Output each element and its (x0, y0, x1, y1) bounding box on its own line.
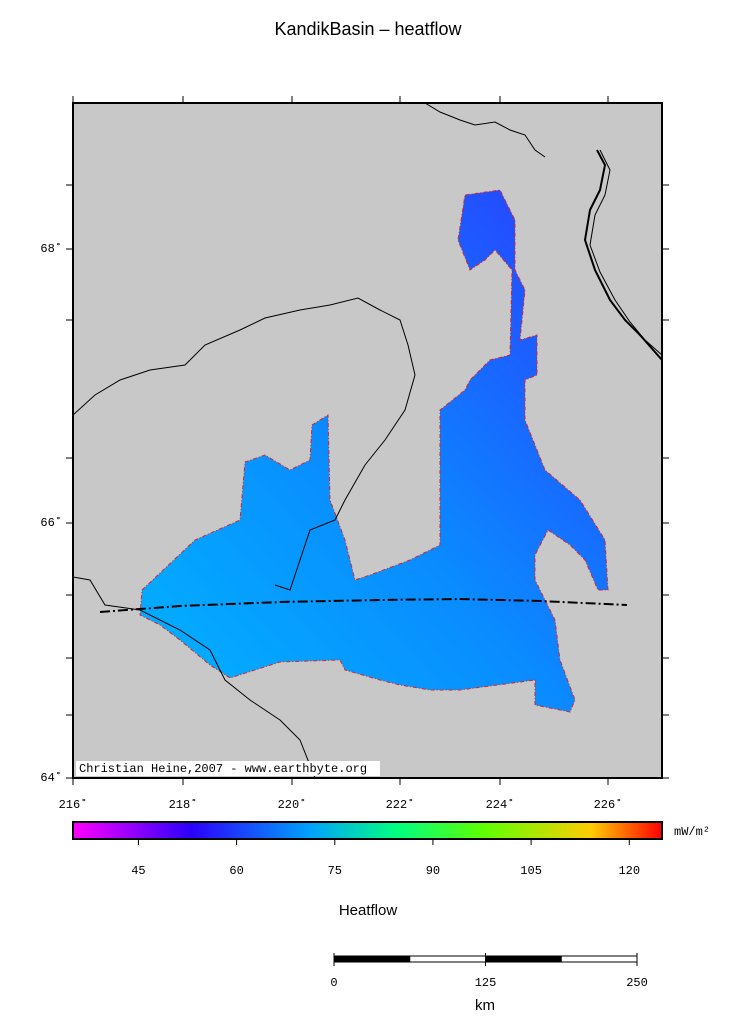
title: KandikBasin – heatflow (274, 19, 462, 39)
scalebar-tick-label: 250 (626, 976, 648, 990)
colorbar-tick-label: 105 (520, 864, 542, 878)
lat-label: 64˚ (40, 771, 62, 785)
colorbar-tick-label: 75 (328, 864, 342, 878)
scalebar-segment (560, 955, 638, 963)
colorbar-tick-label: 120 (618, 864, 640, 878)
colorbar-tick-label: 60 (229, 864, 243, 878)
colorbar-unit: mW/m² (674, 825, 710, 839)
lon-label: 224˚ (486, 798, 515, 812)
lon-label: 226˚ (594, 798, 623, 812)
colorbar (72, 821, 663, 840)
colorbar-label: Heatflow (339, 902, 398, 919)
credit-box (76, 761, 380, 776)
profile-line (99, 597, 628, 613)
scalebar-tick-label: 0 (330, 976, 337, 990)
lon-label: 218˚ (169, 798, 198, 812)
scalebar-unit: km (475, 997, 495, 1014)
scalebar-segment (333, 955, 411, 963)
lat-label: 68˚ (40, 242, 62, 256)
map-frame (72, 102, 663, 779)
scalebar-tick-label: 125 (475, 976, 497, 990)
lon-label: 222˚ (386, 798, 415, 812)
map-content (73, 103, 662, 778)
borders (73, 103, 662, 778)
lon-label: 216˚ (59, 798, 88, 812)
colorbar-tick-label: 90 (426, 864, 440, 878)
lat-label: 66˚ (40, 516, 62, 530)
map-background (73, 103, 662, 778)
credit: Christian Heine,2007 - www.earthbyte.org (79, 762, 367, 776)
lon-label: 220˚ (278, 798, 307, 812)
colorbar-tick-label: 45 (131, 864, 145, 878)
scalebar-segment (409, 955, 486, 963)
scalebar-segment (485, 955, 562, 963)
basin-heatflow (139, 189, 609, 713)
